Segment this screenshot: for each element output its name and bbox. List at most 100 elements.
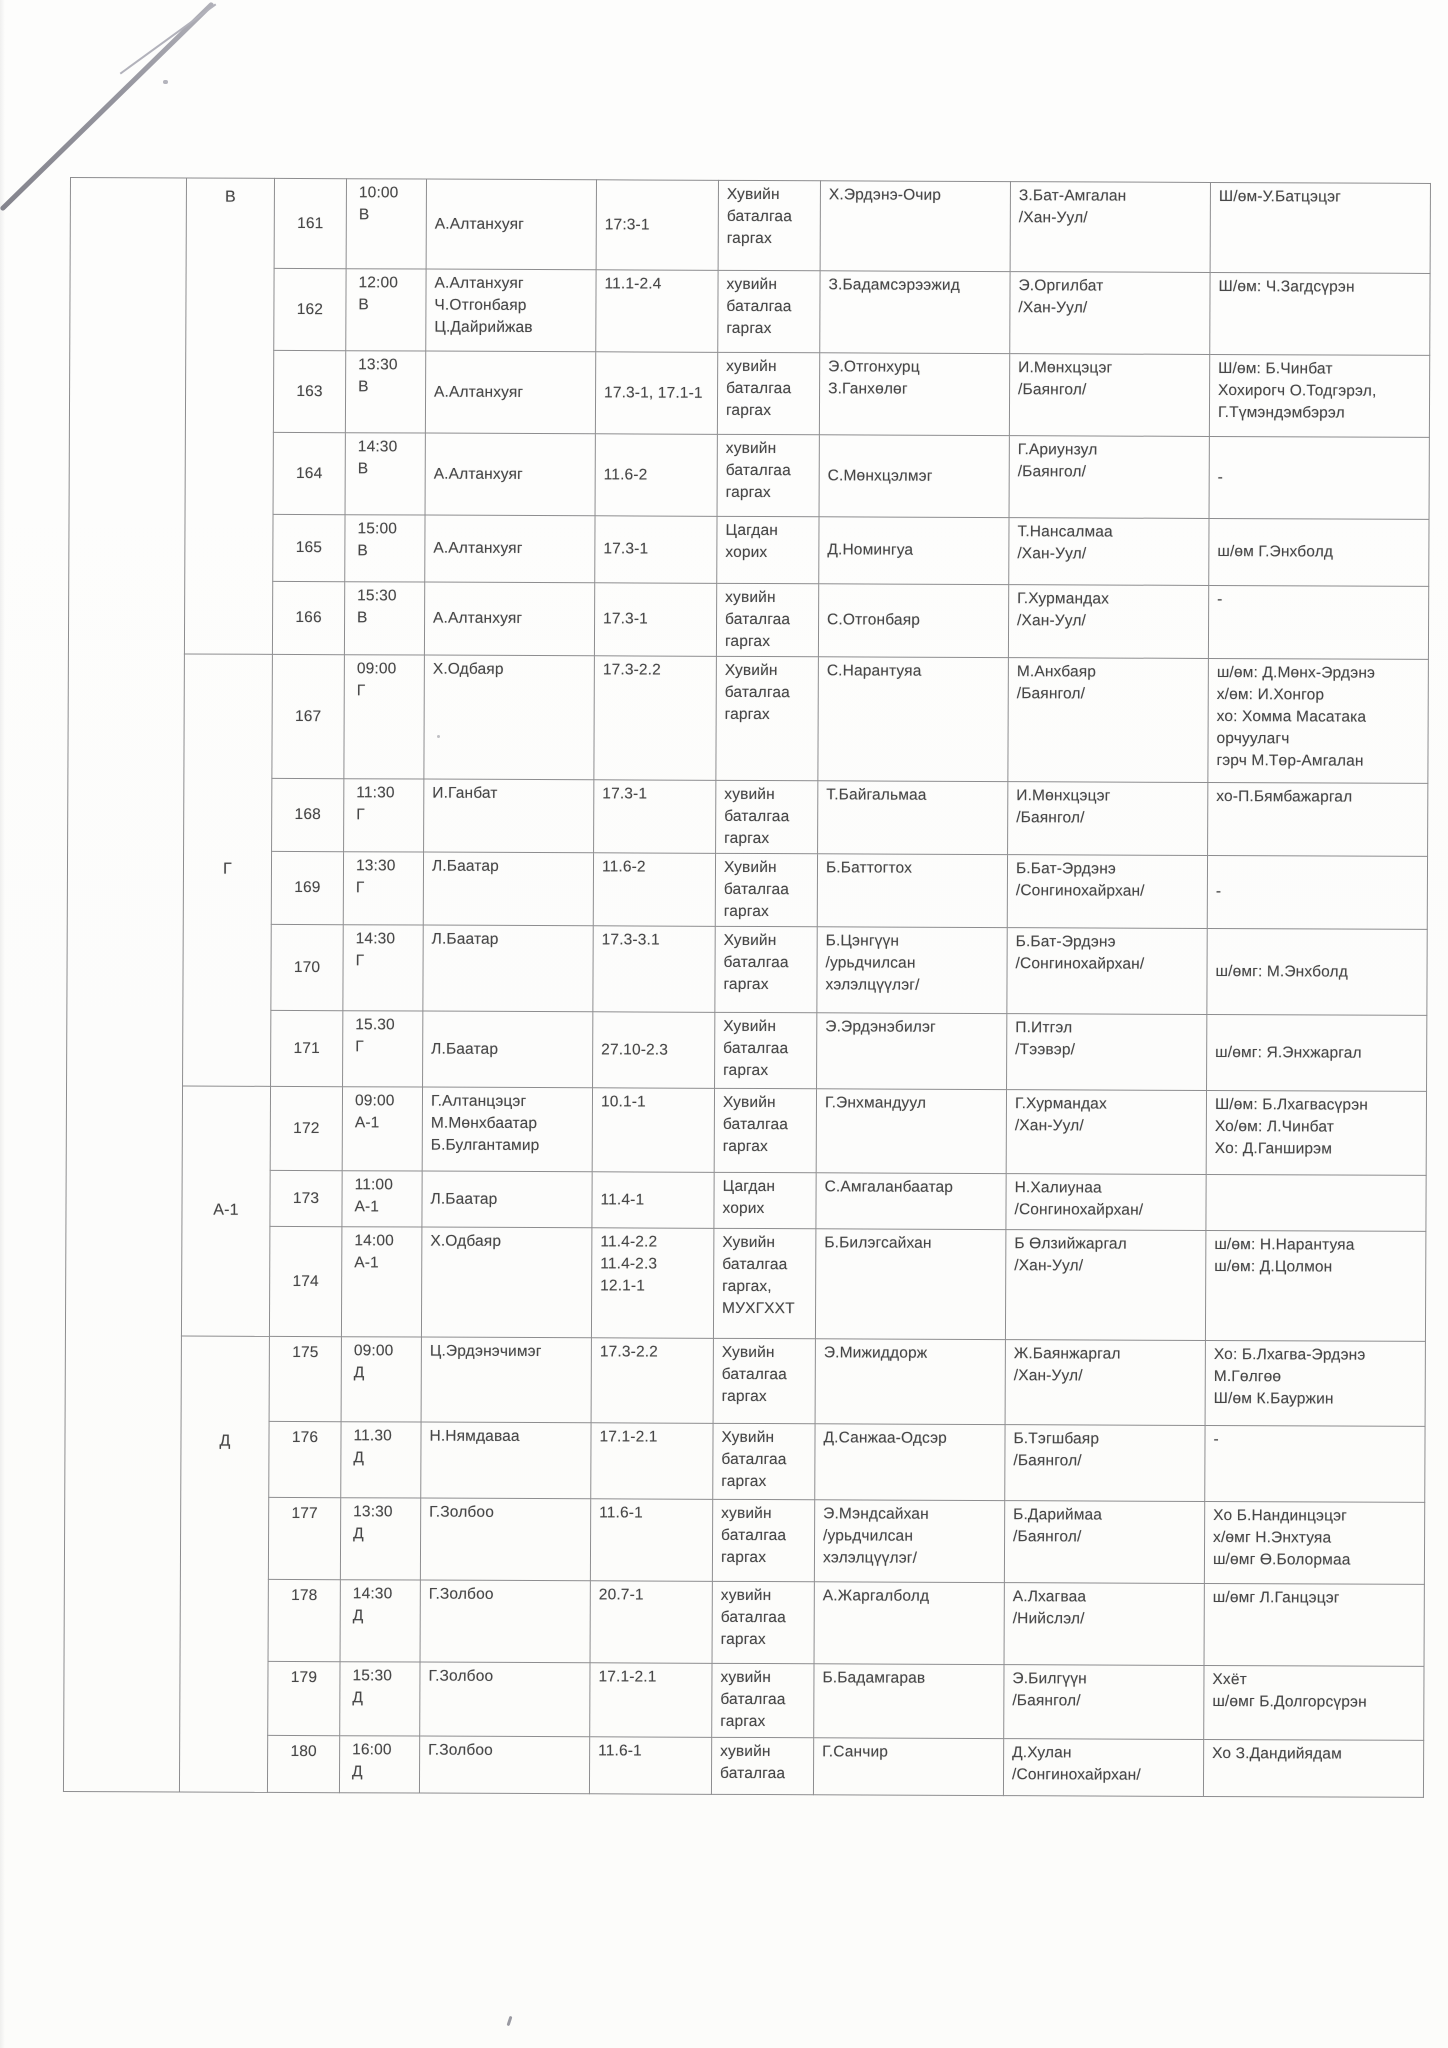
time-session-cell: 09:00 Д [341,1336,422,1423]
row-number-cell: 176 [268,1421,342,1498]
row-number-cell: 168 [271,778,344,852]
request-type-cell: хувийн баталгаа гаргах [717,434,820,517]
table-row: 171 15.30 Г Л.Баатар 27.10-2.3 Хувийн баталг… [67,1009,1427,1092]
defendant-cell: С.Отгонбаяр [818,583,1009,658]
judge-cell: Ц.Эрдэнэчимэг [421,1337,592,1423]
time-session-cell: 11:30 Г [343,778,424,853]
time-session-cell: 09:00 А-1 [342,1086,423,1172]
notes-cell: Ххёт ш/өмг Б.Долгорсүрэн [1203,1665,1425,1741]
request-type-cell: хувийн баталгаа гаргах [711,1663,815,1738]
request-type-cell: Цагдан хорих [713,1172,817,1229]
time-session-cell: 10:00 В [346,178,427,270]
row-number-cell: 171 [270,1010,343,1087]
schedule-table-wrapper: В 161 10:00 В А.Алтанхуяг 17:3-1 Хувийн батал… [63,177,1431,1798]
table-row: 180 16:00 Д Г.Золбоо 11.6-1 хувийн баталгаа Г… [63,1734,1424,1798]
prosecutor-district-cell: Ж.Баянжаргал /Хан-Уул/ [1005,1339,1206,1426]
request-type-cell: Хувийн баталгаа гаргах [718,180,821,271]
article-code-cell: 11.6-1 [590,1498,713,1582]
prosecutor-district-cell: Б.Бат-Эрдэнэ /Сонгинохайрхан/ [1007,854,1208,929]
judge-cell: Х.Одбаяр [423,655,595,780]
time-session-cell: 11:00 А-1 [341,1170,423,1228]
time-session-cell: 13:30 Г [343,851,424,926]
prosecutor-district-cell: И.Мөнхцэцэг /Баянгол/ [1007,781,1208,856]
time-session-cell: 13:30 В [345,350,426,434]
defendant-cell: Э.Отгонхурц З.Ганхөлөг [819,352,1010,436]
scan-edge-shadow [0,0,5,2048]
table-row: 179 15:30 Д Г.Золбоо 17.1-2.1 хувийн баталга… [64,1660,1425,1741]
notes-cell [1205,1174,1427,1232]
notes-cell: ш/өмг: М.Энхболд [1206,928,1428,1016]
table-row: 163 13:30 В А.Алтанхуяг 17.3-1, 17.1-1 хувий… [69,350,1430,438]
request-type-cell: Хувийн баталгаа гаргах [714,1088,817,1173]
time-session-cell: 15:30 В [344,581,425,656]
time-session-cell: 11.30 Д [340,1421,422,1499]
row-number-cell: 163 [273,350,346,433]
notes-cell: - [1208,585,1429,660]
group-label-cell: В [184,178,275,655]
article-code-cell: 17.1-2.1 [590,1422,714,1500]
article-code-cell: 11.1-2.4 [595,269,719,353]
judge-cell: А.Алтанхуяг [426,179,597,270]
request-type-cell: хувийн баталгаа гаргах [712,1581,815,1664]
group-label-cell: Д [179,1335,270,1793]
notes-cell: Ш/өм: Б.Чинбат Хохирогч О.Тодгэрэл, Г.Тү… [1209,354,1430,438]
defendant-cell: З.Бадамсэрээжид [819,270,1011,354]
time-session-cell: 15.30 Г [342,1010,423,1088]
prosecutor-district-cell: Г.Хурмандах /Хан-Уул/ [1006,1089,1207,1175]
article-code-cell: 11.6-2 [595,433,718,517]
defendant-cell: Б.Баттогтох [817,853,1008,928]
notes-cell: - [1207,855,1428,930]
row-number-cell: 167 [271,654,345,779]
defendant-cell: С.Амгаланбаатар [815,1172,1007,1230]
row-number-cell: 172 [270,1086,343,1171]
judge-cell: Л.Баатар [423,852,594,926]
table-row: В 161 10:00 В А.Алтанхуяг 17:3-1 Хувийн батал… [63,177,1431,1792]
judge-cell: Х.Одбаяр [421,1227,592,1338]
article-code-cell: 11.4-2.2 11.4-2.3 12.1-1 [591,1227,714,1339]
judge-cell: Г.Золбоо [419,1736,590,1794]
group-label-cell: Г [182,654,273,1087]
defendant-cell: Д.Номингуа [818,516,1010,585]
notes-cell: ш/өмг: Я.Энхжаргал [1206,1014,1427,1092]
prosecutor-district-cell: Б.Дариймаа /Баянгол/ [1004,1500,1205,1584]
table-row: Г 167 09:00 Г Х.Одбаяр 17.3-2.2 Хувийн баталг… [68,653,1429,1087]
request-type-cell: хувийн баталгаа [711,1737,814,1795]
prosecutor-district-cell: Н.Халиунаа /Сонгинохайрхан/ [1005,1173,1207,1231]
article-code-cell: 11.4-1 [591,1171,715,1229]
time-session-cell: 15:00 В [344,514,426,583]
judge-cell: Н.Нямдаваа [420,1422,592,1499]
article-code-cell: 17.3-1 [594,582,717,657]
request-type-cell: хувийн баталгаа гаргах [716,583,819,657]
time-session-cell: 14:30 Д [340,1579,421,1663]
prosecutor-district-cell: Г.Ариунзул /Баянгол/ [1009,435,1210,519]
prosecutor-district-cell: З.Бат-Амгалан /Хан-Уул/ [1010,181,1211,273]
notes-cell: ш/өм Г.Энхболд [1208,518,1430,587]
scan-speck [437,735,440,738]
notes-cell: - [1204,1425,1426,1503]
request-type-cell: Хувийн баталгаа гаргах [713,1338,816,1424]
table-row: 174 14:00 А-1 Х.Одбаяр 11.4-2.2 11.4-2.3 12… [65,1225,1426,1342]
article-code-cell: 11.6-2 [593,852,716,927]
notes-cell: ш/өмг Л.Ганцэцэг [1204,1583,1425,1667]
prosecutor-district-cell: Д.Хулан /Сонгинохайрхан/ [1003,1738,1204,1797]
time-session-cell: 14:30 Г [342,924,424,1012]
row-number-cell: 169 [271,851,344,925]
row-number-cell: 174 [269,1226,342,1337]
notes-cell: Хо Б.Нандинцэцэг х/өмг Н.Энхтуяа ш/өмг Ө… [1204,1501,1425,1585]
row-number-cell: 161 [274,178,347,269]
time-session-cell: 16:00 Д [339,1735,420,1794]
row-number-cell: 179 [267,1661,341,1736]
notes-cell: Ш/өм: Ч.Загдсүрэн [1209,272,1431,356]
article-code-cell: 20.7-1 [590,1580,713,1664]
row-number-cell: 175 [269,1336,342,1422]
table-row: 178 14:30 Д Г.Золбоо 20.7-1 хувийн баталгаа … [64,1578,1425,1667]
request-type-cell: хувийн баталгаа гаргах [717,270,821,353]
judge-cell: А.Алтанхуяг Ч.Отгонбаяр Ц.Дайрийжав [425,269,597,352]
judge-cell: И.Ганбат [423,779,594,853]
notes-cell: Хо З.Дандийядам [1203,1739,1424,1798]
time-session-cell: 15:30 Д [339,1661,421,1737]
judge-cell: А.Алтанхуяг [424,515,596,583]
defendant-cell: Э.Мэндсайхан /урьдчилсан хэлэлцүүлэг/ [814,1499,1005,1583]
